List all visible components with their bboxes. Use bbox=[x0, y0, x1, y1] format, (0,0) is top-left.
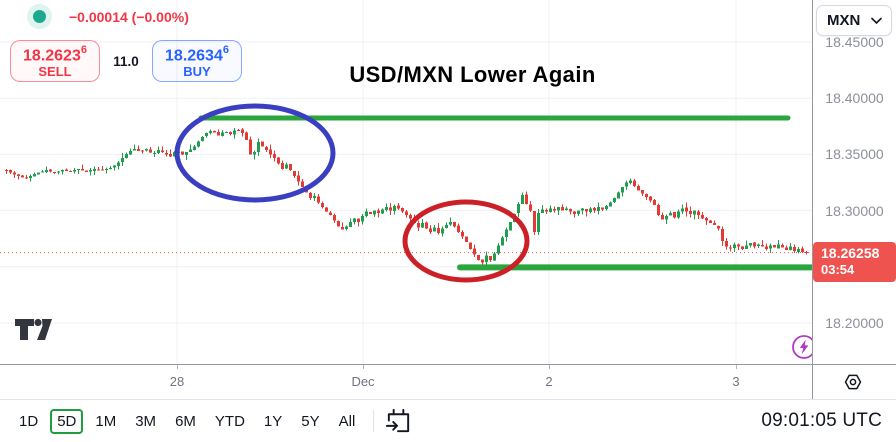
time-axis[interactable]: 28 Dec 2 3 bbox=[0, 364, 896, 399]
range-button-6m[interactable]: 6M bbox=[175, 412, 196, 430]
time-tick-mark bbox=[363, 365, 364, 369]
price-tick-label: 18.30000 bbox=[825, 202, 884, 219]
price-change-text: −0.00014 (−0.00%) bbox=[69, 8, 189, 25]
price-tick-label: 18.35000 bbox=[825, 146, 884, 163]
price-axis[interactable]: MXN 18.45000 18.40000 18.35000 18.30000 18.2… bbox=[812, 0, 896, 364]
sell-price: 18.26236 bbox=[23, 43, 87, 65]
buy-label: BUY bbox=[183, 64, 211, 80]
price-tick-label: 18.45000 bbox=[825, 33, 884, 50]
bar-countdown: 03:54 bbox=[821, 261, 855, 277]
range-button-5d[interactable]: 5D bbox=[50, 408, 84, 434]
gear-icon[interactable] bbox=[843, 372, 863, 397]
axis-corner-divider bbox=[812, 365, 813, 399]
last-price-value: 18.26258 bbox=[821, 244, 880, 261]
range-button-1d[interactable]: 1D bbox=[19, 412, 39, 430]
range-button-all[interactable]: All bbox=[338, 412, 356, 430]
spread-value: 11.0 bbox=[113, 53, 139, 69]
time-tick-mark bbox=[177, 365, 178, 369]
time-tick-label: 2 bbox=[545, 374, 553, 389]
chevron-down-icon bbox=[871, 17, 882, 24]
calendar-arrow-icon[interactable] bbox=[384, 407, 413, 436]
time-tick-mark bbox=[549, 365, 550, 369]
price-tick-label: 18.20000 bbox=[825, 314, 884, 331]
range-button-1m[interactable]: 1M bbox=[95, 412, 117, 430]
range-button-3m[interactable]: 3M bbox=[135, 412, 157, 430]
range-toolbar: 1D 5D 1M 3M 6M YTD 1Y 5Y All 09:01:05 UT… bbox=[0, 399, 896, 442]
candlestick-chart[interactable] bbox=[0, 0, 813, 364]
order-buttons: 18.26236 SELL 11.0 18.26346 BUY bbox=[10, 40, 242, 82]
range-button-5y[interactable]: 5Y bbox=[301, 412, 320, 430]
currency-select[interactable]: MXN bbox=[816, 5, 892, 36]
status-dot-halo bbox=[27, 4, 52, 29]
time-tick-label: 3 bbox=[732, 374, 740, 389]
quote-row: −0.00014 (−0.00%) bbox=[27, 4, 189, 29]
candles-layer bbox=[5, 127, 808, 267]
buy-button[interactable]: 18.26346 BUY bbox=[152, 40, 242, 82]
chart-area[interactable]: USD/MXN Lower Again −0.00014 (−0.00%) 18… bbox=[0, 0, 816, 364]
toolbar-divider bbox=[373, 410, 375, 432]
time-tick-label: Dec bbox=[351, 374, 375, 389]
price-tick-label: 18.40000 bbox=[825, 90, 884, 107]
buy-price: 18.26346 bbox=[165, 43, 229, 65]
last-price-label: 18.26258 03:54 bbox=[813, 241, 896, 282]
sell-button[interactable]: 18.26236 SELL bbox=[10, 40, 100, 82]
gridlines bbox=[0, 0, 813, 364]
range-button-ytd[interactable]: YTD bbox=[214, 412, 245, 430]
status-dot-icon bbox=[33, 10, 46, 23]
blue-ellipse bbox=[174, 103, 336, 203]
red-ellipse bbox=[402, 199, 530, 283]
range-button-1y[interactable]: 1Y bbox=[263, 412, 283, 430]
time-tick-mark bbox=[736, 365, 737, 369]
chart-title-annotation: USD/MXN Lower Again bbox=[349, 62, 596, 87]
currency-label: MXN bbox=[827, 12, 861, 29]
time-tick-label: 28 bbox=[169, 374, 185, 389]
utc-clock: 09:01:05 UTC bbox=[761, 410, 882, 431]
sell-label: SELL bbox=[38, 64, 72, 80]
tradingview-logo[interactable] bbox=[14, 316, 54, 347]
